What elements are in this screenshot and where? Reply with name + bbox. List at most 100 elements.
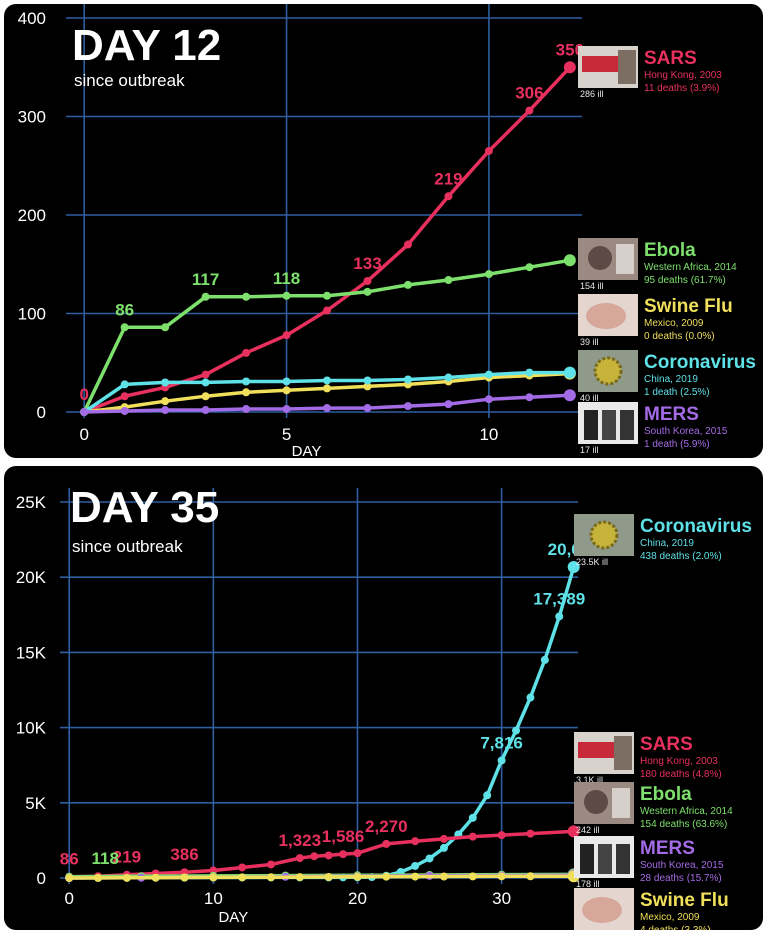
data-label-sars: 86 xyxy=(60,850,79,869)
legend-place: Hong Kong, 2003 xyxy=(644,70,722,81)
legend-ill-count: 3.1K ill xyxy=(576,775,603,785)
legend-name: Coronavirus xyxy=(644,352,756,373)
sars-news-figure-shape xyxy=(614,736,632,770)
point-ebola xyxy=(444,276,453,285)
point-coronavirus xyxy=(201,378,210,387)
data-label-coronavirus: 17,389 xyxy=(533,589,585,608)
point-ebola xyxy=(484,270,493,279)
point-mers xyxy=(242,405,251,414)
point-swine-flu xyxy=(161,397,170,406)
data-label-coronavirus: 7,816 xyxy=(480,733,523,752)
legend-place: Mexico, 2009 xyxy=(640,912,700,923)
data-label-ebola: 118 xyxy=(92,849,119,868)
y-tick-label: 0 xyxy=(37,869,46,888)
line-sars xyxy=(82,65,572,414)
point-sars xyxy=(266,860,275,869)
point-ebola xyxy=(323,291,332,300)
point-coronavirus xyxy=(363,376,372,385)
y-tick-label: 20K xyxy=(16,568,47,587)
line-swine-flu xyxy=(67,874,576,880)
legend-ill-count: 242 ill xyxy=(576,825,600,835)
point-coronavirus xyxy=(525,368,534,377)
point-coronavirus xyxy=(242,377,251,386)
point-coronavirus xyxy=(497,756,506,765)
swine-flu-photo-shape xyxy=(582,897,622,923)
legend-deaths: 154 deaths (63.6%) xyxy=(640,819,727,830)
point-sars xyxy=(353,849,362,858)
data-label-sars: 1,586 xyxy=(322,827,365,846)
endpoint-ebola xyxy=(563,254,576,267)
day-12-panel: 0 100 200 300 400 0 5 10 DAY DAY 12 since outbreak… xyxy=(4,4,763,458)
legend-deaths: 1 death (5.9%) xyxy=(644,439,710,450)
legend-name: MERS xyxy=(644,404,699,425)
legend-name: Swine Flu xyxy=(644,296,733,317)
point-swine-flu xyxy=(411,872,420,881)
point-sars xyxy=(444,192,453,201)
point-coronavirus xyxy=(555,612,564,621)
legend-place: South Korea, 2015 xyxy=(640,860,724,871)
point-mers xyxy=(444,400,453,409)
line-sars xyxy=(67,829,576,879)
y-tick-label: 0 xyxy=(37,403,46,422)
legend-deaths: 1 death (2.5%) xyxy=(644,387,710,398)
data-label-sars: 350 xyxy=(556,40,584,59)
chart-subtitle: since outbreak xyxy=(74,71,185,90)
point-swine-flu xyxy=(497,872,506,881)
point-mers xyxy=(403,402,412,411)
legend-place: Mexico, 2009 xyxy=(644,318,704,329)
point-sars xyxy=(120,392,129,401)
legend-deaths: 95 deaths (61.7%) xyxy=(644,275,726,286)
legend-ill-count: 40 ill xyxy=(580,393,599,403)
point-sars xyxy=(310,852,319,861)
endpoint-sars xyxy=(567,825,580,838)
data-label-sars: 2,270 xyxy=(365,817,408,836)
mers-photo-person-shape xyxy=(620,410,634,440)
y-tick-label: 5K xyxy=(25,794,46,813)
series-sars: 0 133 219 306 350 xyxy=(79,40,584,416)
endpoint-mers xyxy=(563,389,576,402)
point-sars xyxy=(403,240,412,249)
gridlines xyxy=(66,4,582,418)
point-ebola xyxy=(201,292,210,301)
point-sars xyxy=(295,854,304,863)
legend-name: SARS xyxy=(644,48,697,69)
ebola-photo-shape xyxy=(612,788,630,818)
data-label-sars: 386 xyxy=(170,845,198,864)
point-swine-flu xyxy=(526,872,535,881)
point-coronavirus xyxy=(439,843,448,852)
point-coronavirus xyxy=(484,370,493,379)
point-coronavirus xyxy=(526,693,535,702)
chart-subtitle: since outbreak xyxy=(72,537,183,556)
point-sars xyxy=(339,850,348,859)
legend-place: South Korea, 2015 xyxy=(644,426,728,437)
ebola-photo-shape xyxy=(584,790,608,814)
point-coronavirus xyxy=(540,655,549,664)
point-swine-flu xyxy=(282,386,291,395)
point-mers xyxy=(161,406,170,415)
legend-place: Hong Kong, 2003 xyxy=(640,756,718,767)
coronavirus-particle-shape xyxy=(593,356,623,386)
legend-deaths: 28 deaths (15.7%) xyxy=(640,873,722,884)
day-35-chart: 0 5K 10K 15K 20K 25K 0 10 20 30 DAY DAY 35 since out… xyxy=(16,483,752,930)
point-sars xyxy=(238,863,247,872)
mers-photo-person-shape xyxy=(580,844,594,874)
x-axis-label: DAY xyxy=(218,909,248,926)
x-tick-label: 0 xyxy=(79,425,88,444)
endpoint-sars xyxy=(563,61,576,74)
point-coronavirus xyxy=(161,378,170,387)
point-swine-flu xyxy=(324,872,333,881)
point-swine-flu xyxy=(468,872,477,881)
point-sars xyxy=(382,839,391,848)
point-ebola xyxy=(525,263,534,272)
sars-news-banner-shape xyxy=(582,56,618,72)
data-label-sars: 1,323 xyxy=(279,831,322,850)
sars-news-banner-shape xyxy=(578,742,614,758)
point-sars xyxy=(439,834,448,843)
point-sars xyxy=(484,146,493,155)
